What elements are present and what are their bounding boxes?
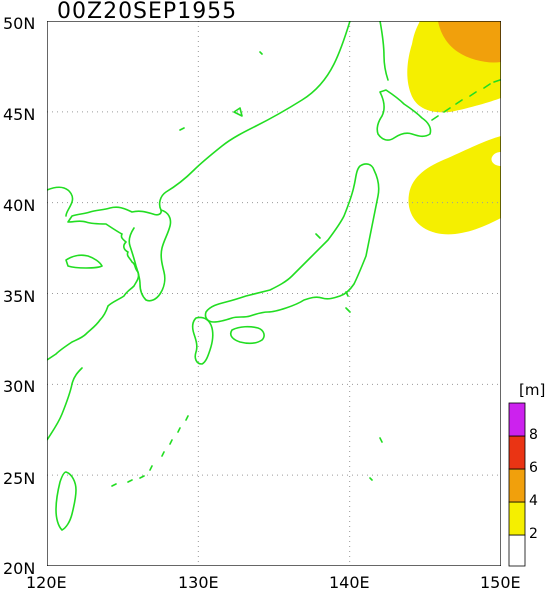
graticule xyxy=(47,21,501,566)
legend-swatch-lowest xyxy=(508,534,526,567)
legend-swatch-4 xyxy=(508,468,526,503)
legend-swatch-6 xyxy=(508,435,526,470)
x-tick-label: 130E xyxy=(178,573,219,592)
coast-hokkaido xyxy=(376,89,432,141)
wave-region-east-2-4m xyxy=(408,136,501,235)
coastlines xyxy=(47,21,501,531)
y-tick-label: 25N xyxy=(3,469,35,488)
coast-mainland xyxy=(47,21,351,361)
y-tick-label: 30N xyxy=(3,377,35,396)
wave-region-northeast-4-6m xyxy=(438,21,501,63)
x-axis-labels: 120E 130E 140E 150E xyxy=(26,573,521,592)
coast-ryukyu-islands xyxy=(111,415,189,487)
legend-label-8: 8 xyxy=(529,427,538,443)
coast-kyushu xyxy=(191,316,214,365)
legend-label-6: 6 xyxy=(529,460,538,476)
coast-taiwan xyxy=(55,471,77,531)
legend-unit: [m] xyxy=(519,381,545,399)
y-tick-label: 20N xyxy=(3,559,35,578)
coast-china-south xyxy=(47,367,83,441)
map-title: 00Z20SEP1955 xyxy=(57,0,237,24)
y-tick-label: 50N xyxy=(3,14,35,33)
coast-korea xyxy=(128,209,172,302)
coast-shandong xyxy=(65,254,103,269)
coast-sakhalin xyxy=(379,21,389,81)
coast-mainland-north xyxy=(47,186,74,217)
coast-shikoku xyxy=(229,325,265,345)
y-tick-label: 40N xyxy=(3,196,35,215)
legend-swatch-2 xyxy=(508,501,526,536)
y-tick-label: 45N xyxy=(3,105,35,124)
legend-swatch-8 xyxy=(508,402,526,437)
y-tick-label: 35N xyxy=(3,287,35,306)
legend-label-2: 2 xyxy=(529,526,538,542)
x-tick-label: 120E xyxy=(26,573,67,592)
x-tick-label: 140E xyxy=(329,573,370,592)
x-tick-label: 150E xyxy=(480,573,521,592)
coast-small-islands xyxy=(179,51,383,481)
legend-label-4: 4 xyxy=(529,493,538,509)
coast-honshu xyxy=(204,163,380,323)
y-axis-labels: 50N 45N 40N 35N 30N 25N 20N xyxy=(3,14,35,578)
plot-area xyxy=(47,21,501,566)
color-legend: [m] 2 4 6 8 xyxy=(508,381,545,567)
coast-kuril-islands xyxy=(431,79,501,121)
